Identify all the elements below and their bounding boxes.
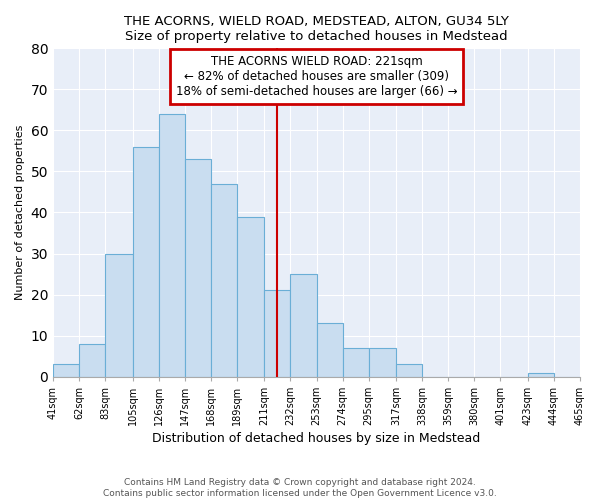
Text: Contains HM Land Registry data © Crown copyright and database right 2024.
Contai: Contains HM Land Registry data © Crown c… bbox=[103, 478, 497, 498]
Y-axis label: Number of detached properties: Number of detached properties bbox=[15, 125, 25, 300]
Bar bbox=[133, 147, 158, 376]
Bar bbox=[290, 274, 317, 376]
Bar bbox=[211, 184, 237, 376]
Bar bbox=[528, 372, 554, 376]
Title: THE ACORNS, WIELD ROAD, MEDSTEAD, ALTON, GU34 5LY
Size of property relative to d: THE ACORNS, WIELD ROAD, MEDSTEAD, ALTON,… bbox=[124, 15, 509, 43]
Bar bbox=[369, 348, 396, 376]
Bar bbox=[317, 324, 343, 376]
Bar bbox=[396, 364, 422, 376]
Bar bbox=[265, 290, 290, 376]
Bar bbox=[105, 254, 133, 376]
Text: THE ACORNS WIELD ROAD: 221sqm
← 82% of detached houses are smaller (309)
18% of : THE ACORNS WIELD ROAD: 221sqm ← 82% of d… bbox=[176, 55, 457, 98]
Bar bbox=[185, 159, 211, 376]
Bar bbox=[343, 348, 369, 376]
Bar bbox=[237, 216, 265, 376]
Bar bbox=[158, 114, 185, 376]
X-axis label: Distribution of detached houses by size in Medstead: Distribution of detached houses by size … bbox=[152, 432, 481, 445]
Bar bbox=[53, 364, 79, 376]
Bar bbox=[79, 344, 105, 376]
